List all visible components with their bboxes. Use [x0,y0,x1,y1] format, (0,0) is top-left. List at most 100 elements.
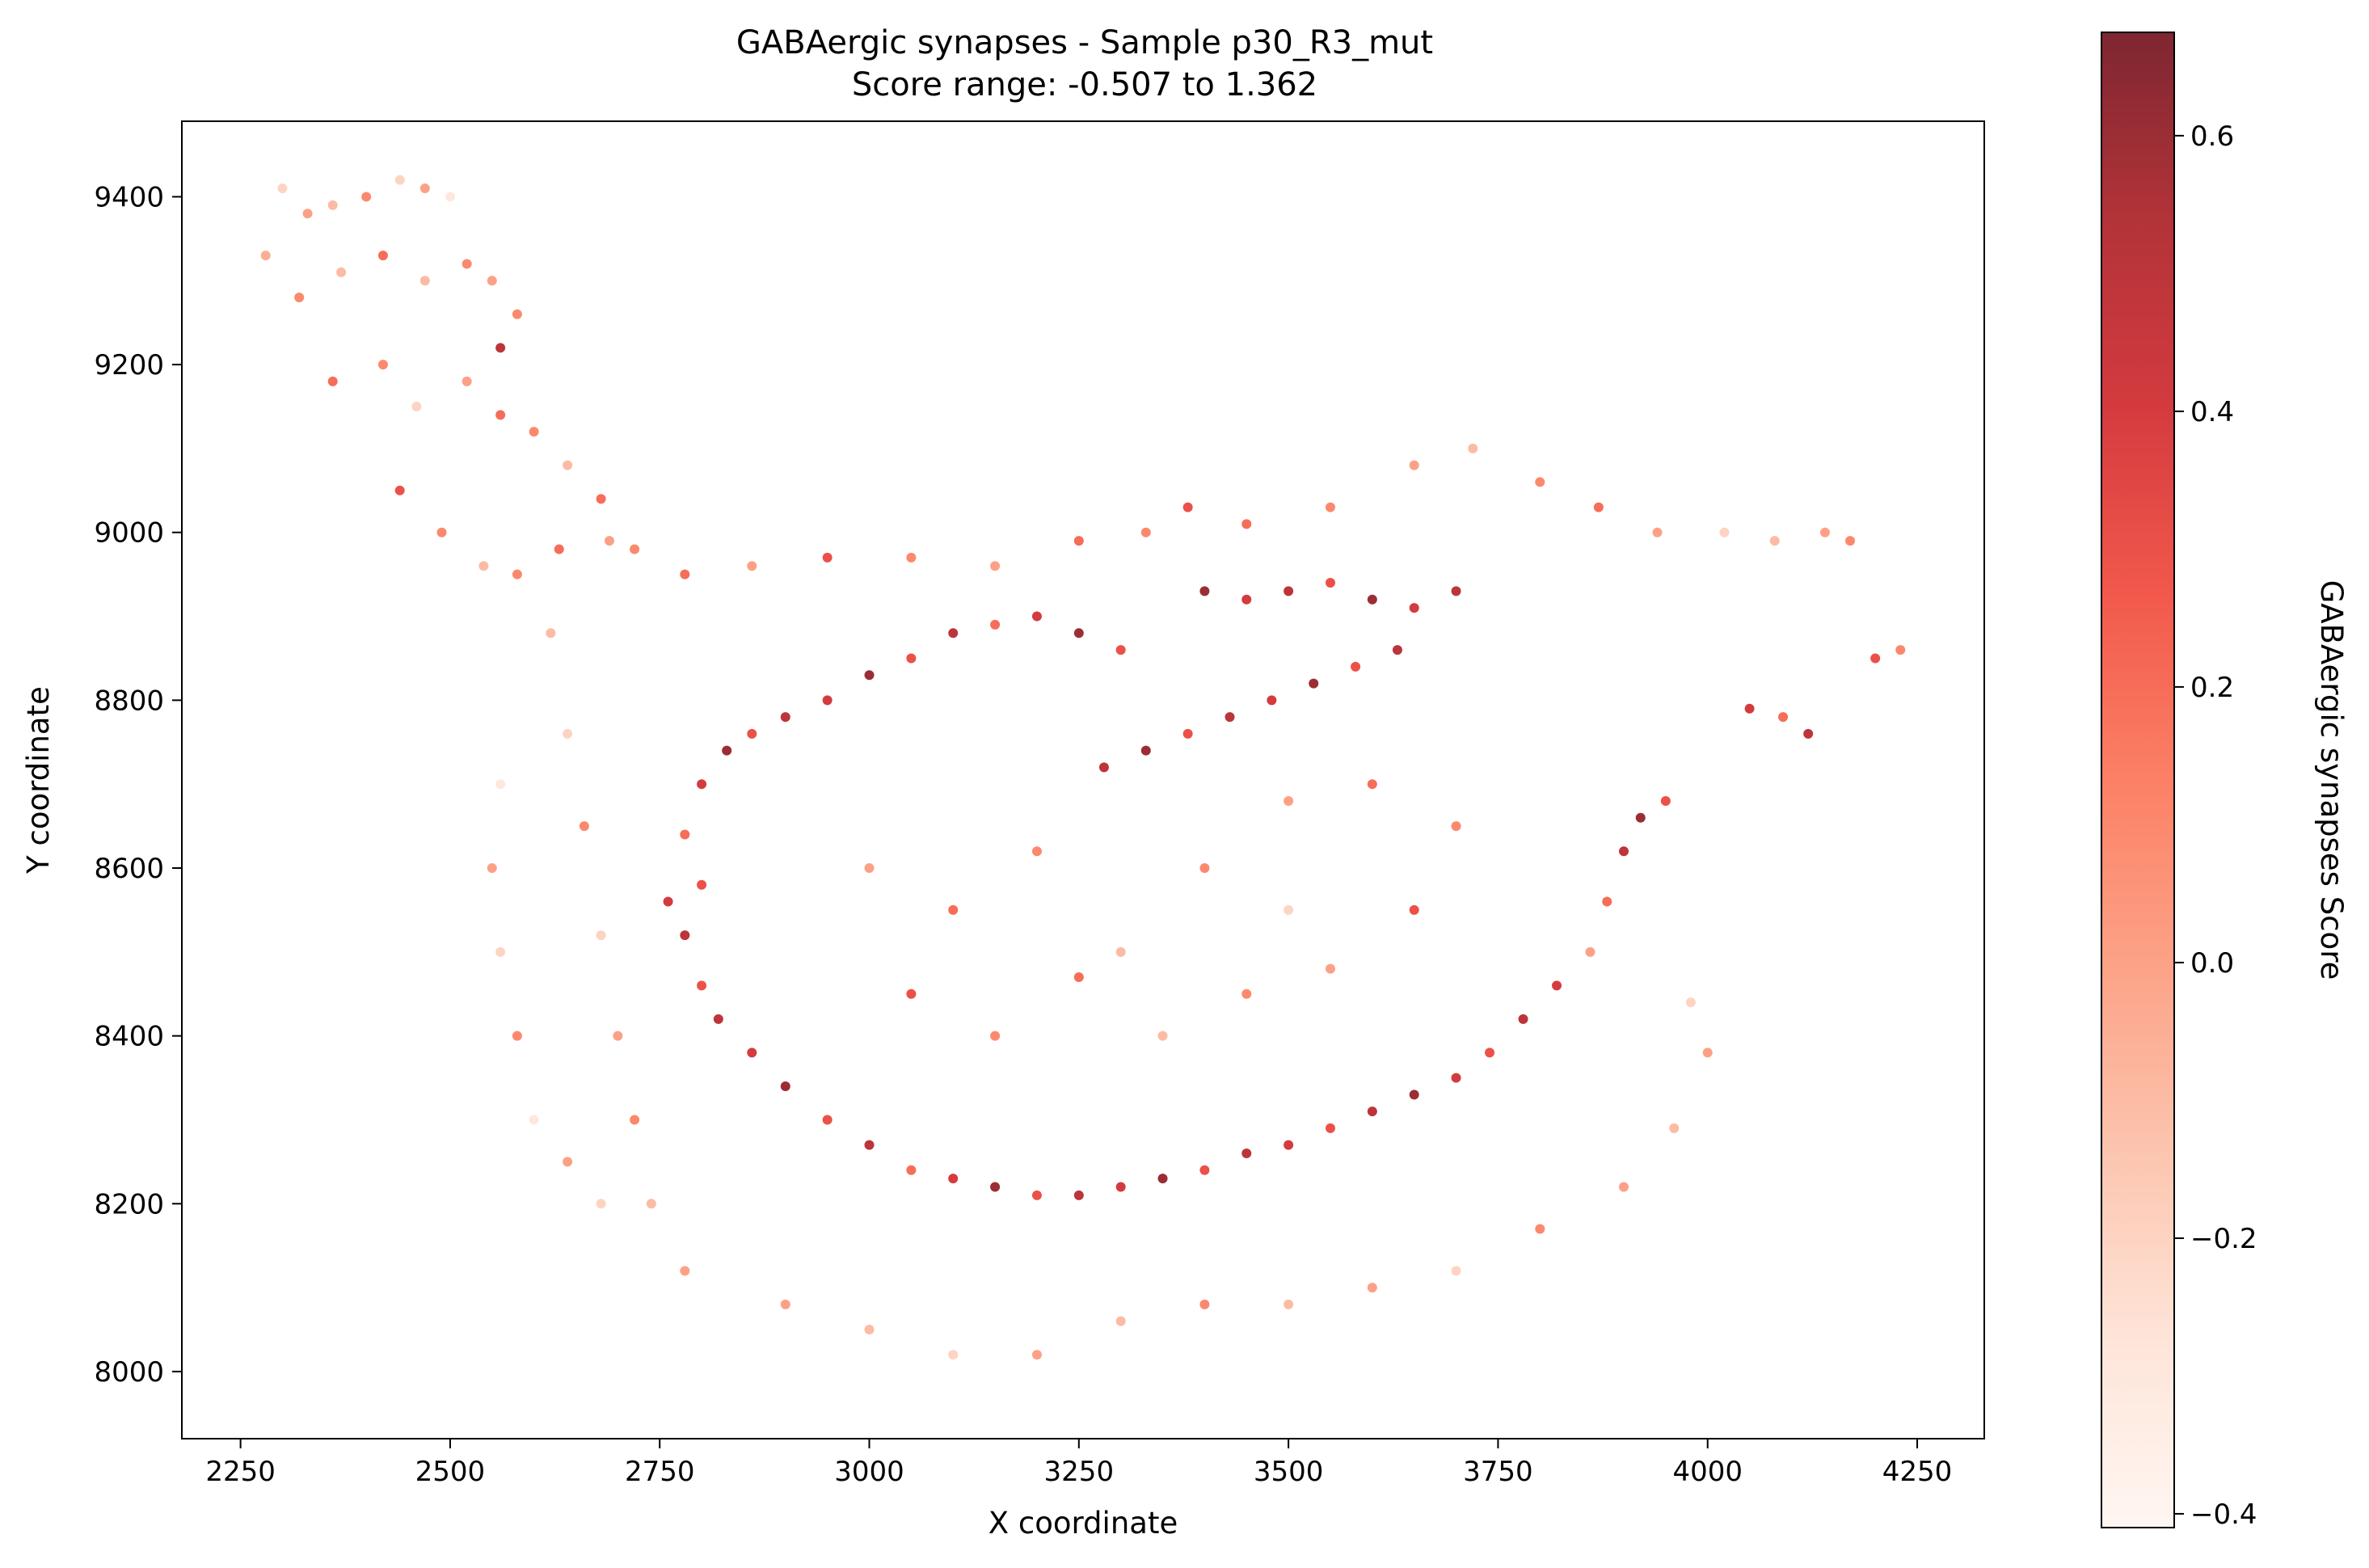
data-point [1241,988,1252,999]
data-point [1267,695,1277,706]
data-point [822,695,833,706]
data-point [646,1199,656,1209]
chart-title: GABAergic synapses - Sample p30_R3_mut [736,24,1433,61]
data-point [336,267,347,277]
data-point [1199,863,1210,874]
data-point [445,192,455,202]
y-tick-label: 9400 [94,181,164,213]
y-tick-label: 8000 [94,1356,164,1389]
data-point [1535,1224,1545,1234]
data-point [1284,586,1294,596]
points-layer [260,175,1906,1360]
data-point [554,544,564,554]
data-point [1392,645,1402,655]
data-point [277,183,288,194]
data-point [563,728,573,739]
data-point [260,251,271,261]
data-point [1367,1283,1377,1293]
data-point [361,192,372,202]
data-point [411,401,422,411]
data-point [713,1014,723,1024]
data-point [1778,712,1789,723]
data-point [663,896,673,907]
data-point [1199,586,1210,596]
x-tick-label: 3500 [1254,1456,1324,1488]
colorbar-tick-label: 0.0 [2190,947,2234,980]
data-point [780,1299,790,1309]
data-point [1451,586,1461,596]
data-point [1669,1123,1680,1133]
data-point [495,343,506,353]
plot-background [182,121,1984,1439]
data-point [864,670,875,681]
data-point [697,779,707,790]
data-point [529,427,539,437]
data-point [697,879,707,890]
data-point [462,376,472,386]
data-point [1325,963,1335,974]
data-point [990,619,1001,630]
data-point [1031,846,1042,857]
data-point [1485,1047,1495,1058]
data-point [1702,1047,1713,1058]
data-point [1284,1299,1294,1309]
colorbar: −0.4 −0.2 0.0 0.2 0.4 0.6 GABAergic synapses … [2101,32,2349,1531]
data-point [990,1031,1001,1041]
data-point [1073,536,1084,546]
data-point [1115,946,1126,957]
data-point [747,1047,757,1058]
x-axis-label: X coordinate [988,1506,1178,1541]
data-point [1619,846,1629,857]
data-point [394,175,405,185]
data-point [948,1350,959,1360]
x-tick-label: 4000 [1672,1456,1743,1488]
data-point [1325,578,1335,588]
data-point [1367,1106,1377,1117]
data-point [906,1165,917,1175]
data-point [495,946,506,957]
data-point [1241,519,1252,529]
data-point [747,728,757,739]
data-point [487,863,497,874]
data-point [596,1199,606,1209]
data-point [680,569,690,580]
data-point [1535,477,1545,487]
x-tick-label: 3250 [1044,1456,1115,1488]
x-tick-label: 3750 [1463,1456,1533,1488]
data-point [1409,603,1419,613]
data-point [1803,728,1814,739]
data-point [780,712,790,723]
data-point [1635,812,1646,823]
data-point [1115,1182,1126,1192]
data-point [604,536,614,546]
data-point [487,276,497,286]
data-point [906,552,917,563]
data-point [596,930,606,941]
data-point [948,1174,959,1184]
data-point [1325,1123,1335,1133]
data-point [327,200,338,210]
data-point [1031,1350,1042,1360]
data-point [1719,527,1730,537]
colorbar-gradient [2101,32,2175,1528]
data-point [630,544,640,554]
y-tick-label: 8600 [94,853,164,885]
data-point [419,276,430,286]
data-point [1769,536,1780,546]
data-point [579,821,589,832]
data-point [394,485,405,495]
data-point [377,251,388,261]
data-point [822,1115,833,1125]
data-point [722,745,732,756]
data-point [990,1182,1001,1192]
data-point [302,209,313,219]
data-point [529,1115,539,1125]
data-point [436,527,447,537]
colorbar-label: GABAergic synapses Score [2314,580,2349,980]
data-point [1367,594,1377,605]
data-point [1685,997,1696,1008]
data-point [1140,745,1151,756]
y-tick-label: 8800 [94,685,164,717]
data-point [1870,653,1881,664]
data-point [822,552,833,563]
